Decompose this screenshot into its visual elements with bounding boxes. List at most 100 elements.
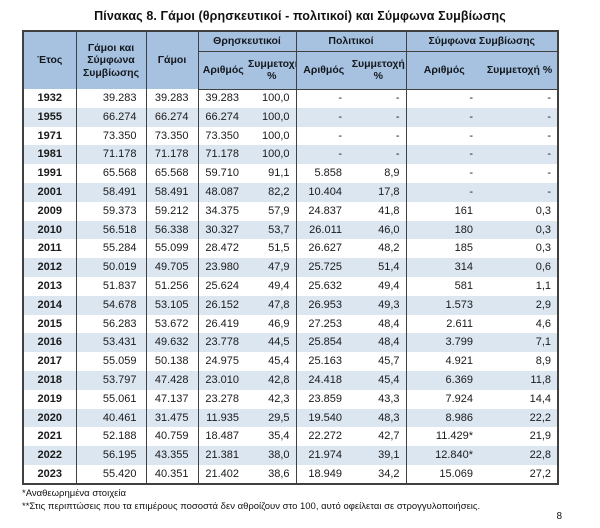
value-cell: 26.419	[198, 314, 248, 334]
value-cell: 29,5	[248, 408, 297, 428]
table-row: 2016 53.431 49.632 23.778 44,5 25.854 48,4 3.79…	[23, 333, 559, 353]
value-cell: 0,3	[482, 201, 559, 221]
table-row: 2020 40.461 31.475 11.935 29,5 19.540 48,3 8.98…	[23, 408, 559, 428]
value-cell: 40.759	[146, 427, 199, 447]
table-row: 2022 56.195 43.355 21.381 38,0 21.974 39,1 12.8…	[23, 446, 559, 465]
value-cell: 42,8	[248, 370, 297, 390]
year-cell: 2023	[23, 464, 77, 484]
value-cell: 100,0	[248, 126, 297, 146]
table-row: 2011 55.284 55.099 28.472 51,5 26.627 48,2 185 0…	[23, 239, 559, 259]
value-cell: -	[351, 107, 407, 127]
value-cell: 66.274	[198, 107, 248, 127]
header-civil-share-label: Συμμετοχή %	[351, 57, 405, 82]
value-cell: 41,8	[351, 201, 407, 221]
value-cell: 27,2	[482, 464, 559, 484]
value-cell: -	[406, 145, 483, 165]
year-cell: 1981	[23, 145, 77, 165]
value-cell: 21.974	[296, 446, 351, 465]
page-number: 8	[556, 511, 562, 522]
value-cell: 56.283	[76, 314, 147, 334]
value-cell: 2,9	[482, 295, 559, 315]
value-cell: -	[351, 126, 407, 146]
value-cell: 26.953	[296, 295, 351, 315]
value-cell: -	[296, 126, 351, 146]
value-cell: 39.283	[198, 89, 248, 108]
year-cell: 2020	[23, 408, 77, 428]
header-total-marriages-cohabitation: Γάμοι και Σύμφωνα Συμβίωσης	[76, 31, 147, 89]
table-row: 1932 39.283 39.283 39.283 100,0- - - -	[23, 89, 559, 108]
value-cell: 59.212	[146, 201, 199, 221]
value-cell: 100,0	[248, 107, 297, 127]
header-civil-number: Αριθμός	[296, 51, 351, 90]
value-cell: 51.837	[76, 276, 147, 296]
value-cell: 65.568	[146, 164, 199, 183]
year-cell: 2022	[23, 446, 77, 465]
value-cell: 21.381	[198, 446, 248, 465]
table-row: 2017 55.059 50.138 24.975 45,4 25.163 45,7 4.92…	[23, 352, 559, 371]
value-cell: 48.087	[198, 182, 248, 202]
value-cell: 25.725	[296, 258, 351, 277]
value-cell: -	[296, 145, 351, 165]
value-cell: 26.152	[198, 295, 248, 315]
value-cell: 180	[406, 220, 483, 240]
value-cell: 1,1	[482, 276, 559, 296]
value-cell: 161	[406, 201, 483, 221]
header-marriages: Γάμοι	[146, 31, 199, 89]
value-cell: 0,3	[482, 220, 559, 240]
value-cell: 51,4	[351, 258, 407, 277]
header-religious-share: Συμμετοχή %	[248, 51, 297, 90]
table-row: 2023 55.420 40.351 21.402 38,6 18.949 34,2 15.0…	[23, 464, 559, 484]
value-cell: 17,8	[351, 182, 407, 202]
value-cell: 55.061	[76, 389, 147, 409]
value-cell: 5.858	[296, 164, 351, 183]
table-row: 2021 52.188 40.759 18.487 35,4 22.272 42,7 11.4…	[23, 427, 559, 447]
value-cell: 73.350	[198, 126, 248, 146]
value-cell: 24.837	[296, 201, 351, 221]
value-cell: 55.099	[146, 239, 199, 259]
value-cell: 55.059	[76, 352, 147, 371]
value-cell: 19.540	[296, 408, 351, 428]
value-cell: -	[406, 182, 483, 202]
value-cell: 40.351	[146, 464, 199, 484]
value-cell: 26.011	[296, 220, 351, 240]
value-cell: 40.461	[76, 408, 147, 428]
value-cell: 8,9	[482, 352, 559, 371]
value-cell: 47,9	[248, 258, 297, 277]
footnote-rounding: **Στις περιπτώσεις που τα επιμέρους ποσο…	[22, 500, 481, 512]
table-row: 2009 59.373 59.212 34.375 57,9 24.837 41,8 161 0…	[23, 201, 559, 221]
value-cell: 73.350	[76, 126, 147, 146]
value-cell: 185	[406, 239, 483, 259]
value-cell: 7.924	[406, 389, 483, 409]
value-cell: 35,4	[248, 427, 297, 447]
table-row: 2013 51.837 51.256 25.624 49,4 25.632 49,4 581 1…	[23, 276, 559, 296]
value-cell: 25.163	[296, 352, 351, 371]
value-cell: 38,0	[248, 446, 297, 465]
value-cell: 23.859	[296, 389, 351, 409]
value-cell: 50.019	[76, 258, 147, 277]
value-cell: 52.188	[76, 427, 147, 447]
value-cell: 100,0	[248, 89, 297, 108]
value-cell: 47.137	[146, 389, 199, 409]
value-cell: 26.627	[296, 239, 351, 259]
value-cell: -	[482, 164, 559, 183]
value-cell: -	[351, 145, 407, 165]
value-cell: 91,1	[248, 164, 297, 183]
value-cell: -	[406, 107, 483, 127]
value-cell: 51.256	[146, 276, 199, 296]
year-cell: 2009	[23, 201, 77, 221]
value-cell: 38,6	[248, 464, 297, 484]
value-cell: 48,4	[351, 333, 407, 353]
table-row: 2012 50.019 49.705 23.980 47,9 25.725 51,4 314 0…	[23, 258, 559, 277]
value-cell: -	[406, 164, 483, 183]
table-row: 2010 56.518 56.338 30.327 53,7 26.011 46,0 180 0…	[23, 220, 559, 240]
table-row: 2014 54.678 53.105 26.152 47,8 26.953 49,3 1.57…	[23, 295, 559, 315]
table-row: 1955 66.274 66.274 66.274 100,0- - - -	[23, 107, 559, 127]
value-cell: -	[351, 89, 407, 108]
value-cell: 45,4	[351, 370, 407, 390]
value-cell: 42,7	[351, 427, 407, 447]
header-group-religious: Θρησκευτικοί	[198, 31, 297, 52]
header-group-civil: Πολιτικοί	[296, 31, 407, 52]
value-cell: -	[482, 145, 559, 165]
value-cell: 53.431	[76, 333, 147, 353]
value-cell: 18.487	[198, 427, 248, 447]
